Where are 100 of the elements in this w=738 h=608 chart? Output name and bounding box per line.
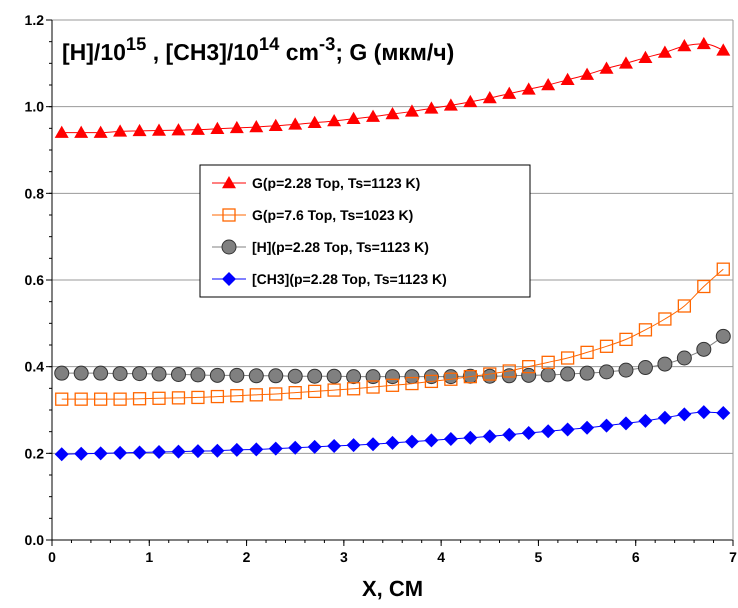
point (522, 82, 536, 95)
point (444, 372, 458, 386)
point (268, 118, 283, 131)
point (716, 328, 731, 344)
point (366, 369, 381, 384)
point (716, 43, 730, 56)
point (482, 91, 497, 104)
point (541, 78, 556, 90)
point (132, 124, 147, 136)
point (152, 445, 166, 460)
point (190, 367, 206, 382)
point (171, 123, 186, 136)
point (74, 126, 88, 138)
point (326, 368, 342, 384)
point (697, 280, 710, 294)
x-tick-label: 7 (729, 549, 738, 565)
point (248, 368, 264, 384)
point (580, 346, 594, 360)
x-tick-label: 0 (48, 549, 56, 565)
point (54, 447, 69, 462)
legend-label: [H](p=2.28 Top, Ts=1123 K) (252, 239, 429, 255)
x-tick-label: 4 (437, 549, 446, 565)
legend-label: [CH3](p=2.28 Top, Ts=1123 K) (252, 271, 447, 287)
point (230, 120, 244, 134)
point (113, 446, 128, 460)
point (424, 433, 438, 448)
point (308, 384, 322, 398)
point (113, 392, 127, 406)
point (405, 376, 419, 390)
point (600, 340, 614, 353)
point (366, 110, 380, 122)
y-tick-label: 0.2 (24, 445, 44, 462)
point (658, 410, 672, 425)
y-tick-label: 0.8 (24, 185, 44, 202)
point (560, 422, 575, 436)
point (657, 356, 672, 372)
point (191, 390, 205, 404)
point (580, 366, 595, 381)
point (618, 56, 633, 69)
x-tick-label: 3 (340, 549, 348, 565)
point (618, 416, 633, 430)
point (444, 98, 458, 111)
point (638, 414, 652, 428)
point (94, 392, 108, 406)
point (288, 386, 302, 400)
point (346, 112, 361, 124)
point (696, 405, 711, 420)
point (716, 262, 730, 276)
point (502, 86, 516, 99)
point (346, 382, 360, 396)
point (386, 436, 400, 450)
point (346, 369, 362, 384)
point (600, 62, 614, 74)
x-axis-title: X, CM (362, 576, 424, 601)
point (658, 312, 672, 326)
point (542, 356, 555, 369)
x-tick-label: 1 (145, 549, 154, 565)
point (190, 444, 205, 458)
y-tick-label: 0.6 (24, 272, 44, 288)
point (638, 323, 652, 336)
point (210, 368, 225, 383)
point (269, 387, 282, 401)
point (502, 428, 516, 442)
point (540, 367, 556, 382)
point (288, 368, 303, 384)
point (619, 332, 633, 346)
point (366, 380, 380, 394)
legend-label: G(p=7.6 Top, Ts=1023 K) (252, 207, 414, 223)
point (249, 442, 264, 456)
point (170, 366, 186, 382)
x-tick-label: 6 (632, 549, 640, 565)
point (171, 444, 186, 459)
point (676, 350, 692, 366)
legend-label: G(p=2.28 Top, Ts=1123 K) (252, 175, 420, 191)
point (93, 366, 108, 381)
point (152, 124, 166, 136)
point (404, 104, 419, 117)
point (404, 434, 419, 449)
point (54, 366, 70, 381)
text: [H]/10$^{15}$ , [CH3]/10$^{14}$ cm$^{-3}$; G (мкм/ч) (62, 32, 454, 65)
point (658, 46, 672, 58)
point (268, 442, 283, 456)
point (250, 388, 263, 402)
point (696, 342, 712, 357)
point (74, 366, 89, 381)
point (74, 392, 88, 406)
point (94, 446, 108, 460)
point (307, 368, 322, 384)
point (463, 94, 478, 108)
point (482, 429, 497, 444)
point (308, 116, 322, 128)
point (132, 445, 147, 460)
point (132, 366, 148, 382)
point (152, 392, 166, 405)
point (541, 424, 556, 438)
point (268, 368, 284, 384)
y-tick-label: 0.0 (24, 532, 44, 548)
point (638, 360, 653, 376)
point (677, 407, 692, 422)
point (327, 383, 341, 397)
